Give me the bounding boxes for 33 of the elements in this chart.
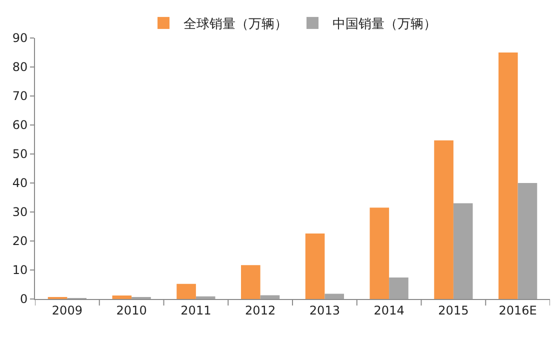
y-tick-label: 10 xyxy=(12,263,28,278)
y-tick-label: 20 xyxy=(12,234,28,248)
y-tick-label: 80 xyxy=(12,60,28,74)
legend-label: 中国销量（万辆） xyxy=(332,17,436,32)
x-tick-label: 2011 xyxy=(180,303,212,318)
y-tick-label: 60 xyxy=(12,118,28,132)
x-tick-label: 2013 xyxy=(309,303,340,318)
y-tick-label: 50 xyxy=(12,147,28,162)
bar xyxy=(196,296,216,299)
y-tick-label: 70 xyxy=(12,89,28,104)
x-tick-label: 2016E xyxy=(498,303,537,318)
y-tick-label: 90 xyxy=(12,31,28,46)
bar xyxy=(434,140,454,299)
y-tick-label: 40 xyxy=(12,176,28,190)
y-tick-label: 0 xyxy=(20,292,28,306)
x-tick-label: 2010 xyxy=(116,303,147,318)
bar xyxy=(389,278,408,299)
bar xyxy=(518,183,538,299)
x-tick-label: 2009 xyxy=(52,303,82,318)
bar xyxy=(498,52,518,299)
bar xyxy=(112,296,132,299)
x-tick-label: 2015 xyxy=(438,303,469,318)
x-tick-label: 2014 xyxy=(374,303,404,318)
legend-label: 全球销量（万辆） xyxy=(184,17,288,32)
bar xyxy=(176,284,196,299)
y-tick-label: 30 xyxy=(12,205,28,220)
bar xyxy=(305,233,325,299)
bar xyxy=(260,295,280,299)
bar xyxy=(324,294,344,299)
bar xyxy=(241,265,260,299)
x-tick-label: 2012 xyxy=(245,303,276,318)
bar xyxy=(370,208,390,299)
bar xyxy=(453,203,473,299)
